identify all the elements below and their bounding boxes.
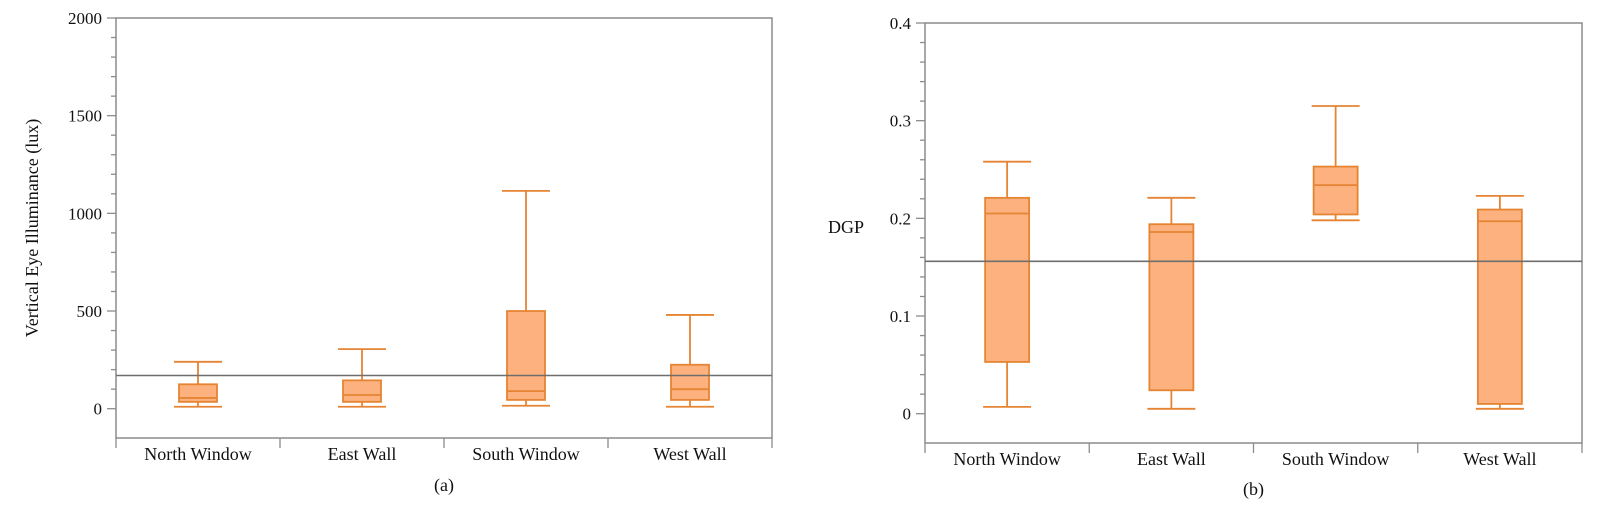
box-west-wall bbox=[1475, 194, 1524, 410]
iqr-box bbox=[506, 310, 546, 401]
x-category-label: South Window bbox=[1282, 449, 1389, 469]
iqr-box bbox=[984, 196, 1031, 363]
x-category-label: South Window bbox=[472, 444, 579, 464]
box-east-wall bbox=[338, 348, 386, 408]
y-tick-label: 0.3 bbox=[890, 112, 911, 131]
y-tick-label: 0.4 bbox=[890, 14, 912, 33]
y-tick-label: 2000 bbox=[68, 9, 102, 28]
iqr-box bbox=[1312, 165, 1359, 216]
y-tick-label: 500 bbox=[77, 302, 103, 321]
y-tick-label: 1500 bbox=[68, 107, 102, 126]
iqr-box bbox=[178, 383, 218, 403]
y-tick-label: 0 bbox=[94, 400, 103, 419]
box-south-window bbox=[502, 189, 550, 407]
iqr-box bbox=[1148, 223, 1195, 392]
panel-label: (b) bbox=[1243, 479, 1264, 500]
y-axis-title: Vertical Eye Illuminance (lux) bbox=[22, 119, 43, 337]
y-tick-label: 0 bbox=[903, 405, 912, 424]
y-tick-label: 0.1 bbox=[890, 307, 911, 326]
box-north-window bbox=[174, 360, 222, 408]
box-east-wall bbox=[1147, 196, 1196, 410]
panel-label: (a) bbox=[434, 475, 454, 496]
panel-a-chart: 0 500 1000 1500 2000 Vertical Eye Illuminance… bbox=[22, 9, 773, 496]
x-category-label: East Wall bbox=[328, 444, 397, 464]
x-category-label: West Wall bbox=[1463, 449, 1536, 469]
y-axis-title: DGP bbox=[828, 217, 864, 237]
panel-b-chart: 0 0.1 0.2 0.3 0.4 DGP North Window East Wall Sou… bbox=[828, 14, 1583, 500]
iqr-box bbox=[1476, 208, 1523, 405]
x-category-label: West Wall bbox=[653, 444, 726, 464]
box-west-wall bbox=[666, 314, 714, 408]
x-category-label: East Wall bbox=[1137, 449, 1206, 469]
x-category-label: North Window bbox=[144, 444, 251, 464]
iqr-box bbox=[342, 379, 382, 403]
y-tick-label: 0.2 bbox=[890, 209, 911, 228]
box-south-window bbox=[1311, 105, 1360, 222]
y-tick-label: 1000 bbox=[68, 204, 102, 223]
iqr-box bbox=[670, 363, 710, 401]
x-category-label: North Window bbox=[953, 449, 1060, 469]
box-north-window bbox=[983, 160, 1032, 408]
